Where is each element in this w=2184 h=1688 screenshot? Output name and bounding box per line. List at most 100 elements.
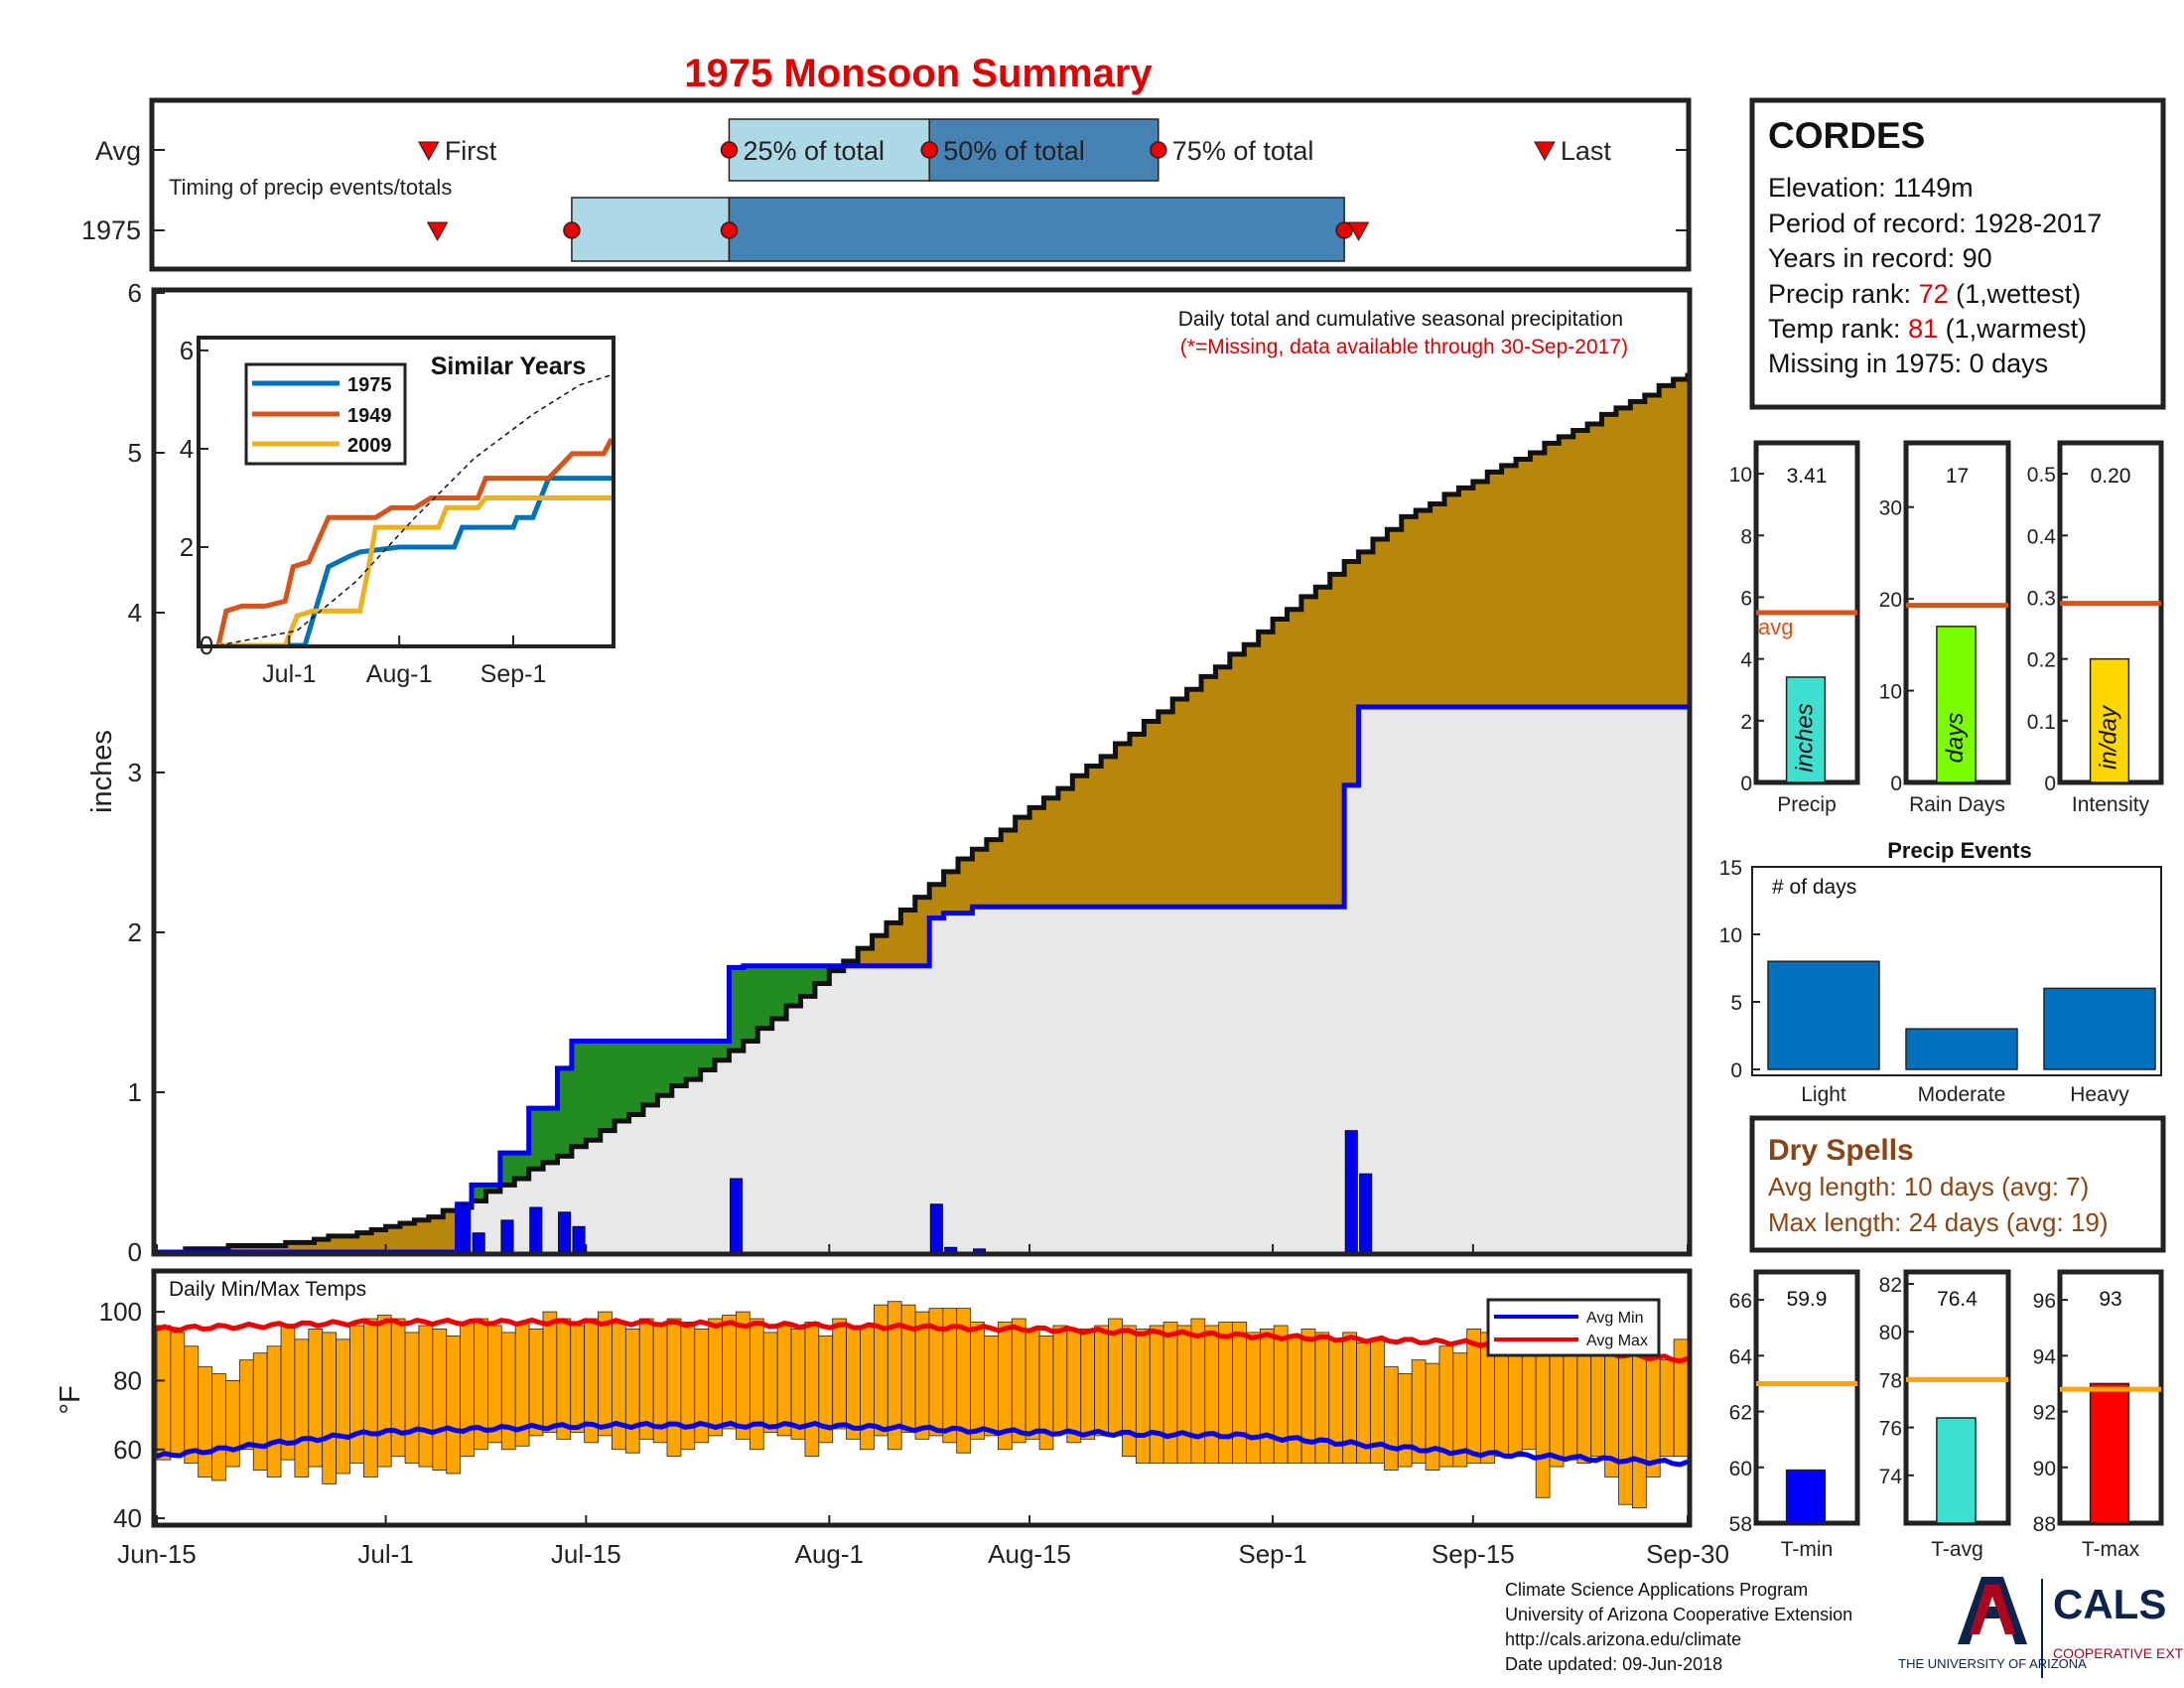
temp-range-bar: [308, 1329, 324, 1468]
page-title: 1975 Monsoon Summary: [684, 52, 1153, 95]
summary-unit: inches: [1791, 703, 1818, 772]
temp-range-bar: [1052, 1325, 1068, 1433]
footer-line4: Date updated: 09-Jun-2018: [1505, 1654, 1722, 1674]
temp-summary-ytick-label: 90: [2033, 1458, 2056, 1480]
events-ytick-label: 0: [1730, 1059, 1742, 1082]
main-ytick-label: 6: [128, 278, 142, 308]
summary-ytick-label: 4: [1740, 649, 1752, 672]
daily-precip-bar: [1344, 1130, 1358, 1253]
station-years: Years in record: 90: [1768, 243, 1992, 273]
inset-ytick-label: 4: [180, 434, 194, 464]
temp-range-bar: [598, 1311, 613, 1437]
temp-range-bar: [832, 1318, 847, 1430]
inset-xtick-label: Sep-1: [480, 660, 547, 688]
footer-line2: University of Arizona Cooperative Extens…: [1505, 1605, 1852, 1624]
temp-range-bar: [1618, 1335, 1633, 1505]
temp-range-bar: [1645, 1352, 1661, 1477]
temp-range-bar: [376, 1315, 392, 1468]
logo-coop: COOPERATIVE EXTENSION: [2053, 1645, 2184, 1661]
temp-summary-ytick-label: 74: [1879, 1466, 1903, 1488]
station-box: CORDES Elevation: 1149m Period of record…: [1749, 97, 2166, 410]
above-average-area: [457, 965, 844, 1207]
temp-ylabel: °F: [55, 1385, 86, 1414]
avg-last-label: Last: [1561, 136, 1612, 166]
temp-range-bar: [1024, 1329, 1040, 1440]
summary-bar-0: [1785, 676, 1827, 783]
footer-line3: http://cals.arizona.edu/climate: [1505, 1629, 1741, 1649]
temp-range-bar: [1232, 1322, 1247, 1465]
temp-range-bar: [1011, 1318, 1026, 1444]
summary-ytick-label: 2: [1740, 711, 1752, 734]
legend-avg-max: Avg Max: [1586, 1333, 1648, 1349]
timing-row-year: 1975: [81, 215, 141, 245]
daily-precip-bar: [944, 1246, 958, 1253]
temp-range-bar: [556, 1318, 572, 1440]
xtick-label: Sep-15: [1432, 1539, 1515, 1569]
temp-summary-value: 93: [2099, 1288, 2121, 1311]
temp-range-bar: [1094, 1325, 1109, 1437]
temp-range-bar: [1383, 1366, 1399, 1471]
daily-precip-bar: [458, 1203, 472, 1253]
inset-ytick-label: 2: [180, 532, 194, 562]
avg-p50-marker: [920, 141, 938, 159]
avg-p75-marker: [1150, 141, 1167, 159]
events-title: Precip Events: [1887, 838, 2032, 863]
temp-summary-ytick-label: 80: [1879, 1322, 1902, 1344]
temp-ytick-label: 40: [113, 1503, 142, 1533]
inset-ytick-label: 6: [180, 336, 194, 365]
temp-summary-ytick-label: 82: [1879, 1274, 1902, 1297]
temp-range-bar: [1080, 1329, 1096, 1440]
avg-p25-label: 25% of total: [743, 136, 885, 166]
temp-summary-ytick-label: 78: [1879, 1369, 1902, 1392]
inset-xtick-label: Jul-1: [262, 660, 316, 688]
events-category-label: Moderate: [1918, 1083, 2006, 1106]
temp-range-bar: [432, 1329, 448, 1471]
temp-summary-ytick-label: 96: [2033, 1290, 2056, 1313]
temp-ytick-label: 100: [99, 1297, 142, 1327]
main-ytick-label: 5: [128, 438, 142, 468]
summary-ytick-label: 0.1: [2027, 711, 2056, 734]
temp-range-bar: [804, 1322, 820, 1458]
temp-summary-bar-2: [2089, 1382, 2130, 1524]
temp-summary-ytick-label: 60: [1729, 1458, 1752, 1480]
temp-range-bar: [156, 1325, 172, 1461]
station-precip-rank: Precip rank: 72 (1,wettest): [1768, 279, 2081, 309]
temp-range-bar: [460, 1322, 475, 1458]
year-last-marker: [1347, 221, 1370, 242]
dry-spells-avg: Avg length: 10 days (avg: 7): [1768, 1172, 2089, 1201]
summary-ytick-label: 0.3: [2027, 587, 2056, 610]
station-elevation: Elevation: 1149m: [1768, 173, 1974, 203]
temp-range-bar: [708, 1318, 723, 1437]
xtick-label: Sep-1: [1238, 1539, 1306, 1569]
events-ylabel: # of days: [1772, 876, 1856, 899]
temp-range-bar: [970, 1322, 985, 1440]
xtick-label: Jul-15: [551, 1539, 621, 1569]
temp-range-bar: [1246, 1332, 1261, 1465]
summary-unit: in/day: [2095, 704, 2121, 770]
summary-ytick-label: 0.2: [2027, 649, 2056, 672]
temp-summary-bar-1: [1936, 1417, 1977, 1524]
temp-summary-ytick-label: 62: [1729, 1402, 1752, 1425]
events-bar-heavy: [2043, 987, 2156, 1070]
logo-cals: CALS: [2053, 1581, 2166, 1627]
temp-range-bar: [404, 1332, 420, 1465]
temp-ytick-label: 60: [113, 1435, 142, 1465]
dry-spells-max: Max length: 24 days (avg: 19): [1768, 1207, 2109, 1237]
avg-max-line: [156, 1317, 1689, 1364]
temp-range-bar: [1135, 1329, 1151, 1465]
temp-range-bar: [1466, 1329, 1482, 1465]
summary-ytick-label: 20: [1879, 589, 1902, 612]
temp-range-bar: [1563, 1341, 1578, 1461]
temp-range-bar: [211, 1373, 226, 1481]
inset-title: Similar Years: [431, 352, 587, 380]
daily-precip-bar: [558, 1211, 572, 1253]
summary-value: 0.20: [2091, 465, 2131, 488]
main-ylabel: inches: [86, 730, 118, 813]
temp-range-bar: [1287, 1335, 1302, 1465]
xtick-label: Aug-15: [988, 1539, 1071, 1569]
events-ytick-label: 15: [1719, 857, 1742, 880]
station-period: Period of record: 1928-2017: [1768, 209, 2102, 238]
summary-ytick-label: 0: [1740, 773, 1752, 795]
events-category-label: Heavy: [2070, 1083, 2129, 1106]
